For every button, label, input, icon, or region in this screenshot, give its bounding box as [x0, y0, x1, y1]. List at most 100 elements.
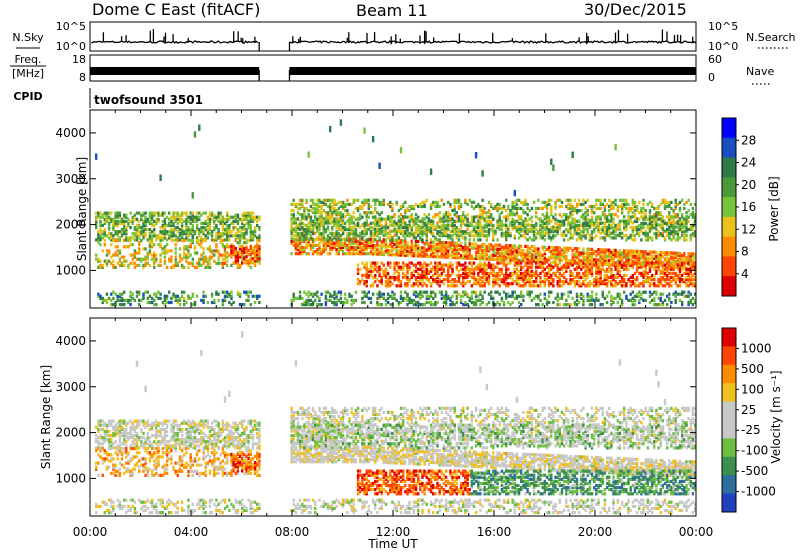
echo-cell [335, 217, 338, 221]
echo-cell [168, 223, 171, 228]
echo-cell [601, 258, 604, 262]
echo-cell [249, 234, 252, 238]
echo-cell [367, 290, 370, 294]
echo-cell [610, 236, 613, 240]
echo-cell [539, 219, 542, 223]
echo-cell [123, 239, 126, 243]
echo-cell [582, 221, 585, 225]
echo-cell [397, 230, 401, 234]
echo-cell [187, 255, 190, 259]
echo-cell [376, 303, 379, 307]
echo-cell [494, 278, 497, 282]
echo-cell [238, 217, 242, 221]
echo-cell [526, 271, 529, 275]
echo-cell [133, 234, 137, 238]
echo-cell [545, 221, 549, 225]
echo-cell [365, 228, 368, 232]
freq-label-line1: Freq. [14, 53, 41, 66]
echo-cell [204, 228, 207, 232]
echo-cell [382, 271, 385, 275]
echo-cell [251, 234, 255, 238]
echo-cell [515, 294, 519, 298]
echo-cell [447, 275, 450, 280]
echo-cell [344, 245, 347, 250]
echo-cell [123, 245, 126, 249]
echo-cell [590, 215, 594, 219]
echo-cell [429, 168, 433, 175]
echo-cell [571, 217, 574, 221]
echo-cell [176, 298, 179, 302]
echo-cell [532, 226, 536, 230]
echo-cell [438, 232, 441, 236]
echo-cell [505, 228, 508, 232]
echo-cell [575, 209, 579, 213]
echo-cell [337, 245, 340, 250]
echo-cell [511, 292, 514, 296]
echo-cell [221, 243, 225, 247]
echo-cell [150, 245, 154, 249]
echo-cell [410, 239, 413, 243]
echo-cell [453, 241, 456, 245]
echo-cell [590, 296, 594, 300]
echo-cell [567, 238, 570, 242]
echo-cell [468, 250, 471, 254]
echo-cell [455, 254, 458, 258]
echo-cell [481, 249, 484, 253]
echo-cell [608, 269, 611, 273]
echo-cell [221, 303, 225, 307]
echo-cell [605, 273, 609, 278]
echo-cell [142, 213, 145, 217]
echo-cell [352, 211, 355, 215]
echo-cell [114, 221, 117, 225]
echo-cell [429, 240, 433, 244]
echo-cell [444, 213, 448, 217]
echo-cell [118, 292, 122, 296]
echo-cell [453, 284, 456, 288]
echo-cell [110, 234, 113, 238]
echo-cell [588, 233, 592, 237]
echo-cell [528, 229, 531, 233]
echo-cell [580, 292, 583, 296]
echo-cell [410, 243, 413, 247]
echo-cell [356, 239, 360, 243]
echo-cell [457, 217, 461, 221]
echo-cell [110, 292, 113, 296]
echo-cell [573, 300, 577, 305]
echo-cell [436, 204, 439, 209]
echo-cell [590, 254, 594, 258]
echo-cell [386, 280, 390, 284]
echo-cell [322, 245, 325, 250]
echo-cell [421, 204, 424, 209]
echo-cell [350, 238, 353, 242]
echo-cell [247, 223, 250, 228]
echo-cell [513, 236, 516, 240]
echo-cell [528, 247, 531, 251]
echo-cell [402, 221, 405, 225]
echo-cell [575, 226, 579, 230]
echo-cell [490, 257, 493, 261]
echo-cell [513, 189, 516, 197]
echo-cell [236, 261, 240, 265]
echo-cell [153, 257, 156, 261]
echo-cell [195, 223, 199, 228]
echo-cell [610, 263, 613, 267]
echo-cell [294, 204, 298, 209]
echo-cell [451, 229, 454, 233]
echo-cell [457, 252, 461, 256]
echo-cell [513, 269, 516, 273]
echo-cell [307, 151, 310, 158]
echo-cell [513, 267, 516, 271]
echo-cell [569, 213, 572, 217]
echo-cell [378, 269, 381, 273]
echo-cell [226, 223, 229, 228]
echo-cell [601, 290, 604, 294]
echo-cell [395, 202, 398, 206]
echo-cell [449, 213, 452, 217]
echo-cell [541, 233, 544, 237]
echo-cell [414, 275, 418, 280]
echo-cell [565, 198, 568, 202]
echo-cell [290, 236, 293, 240]
echo-cell [226, 259, 229, 263]
echo-cell [419, 230, 422, 234]
echo-cell [397, 271, 401, 275]
